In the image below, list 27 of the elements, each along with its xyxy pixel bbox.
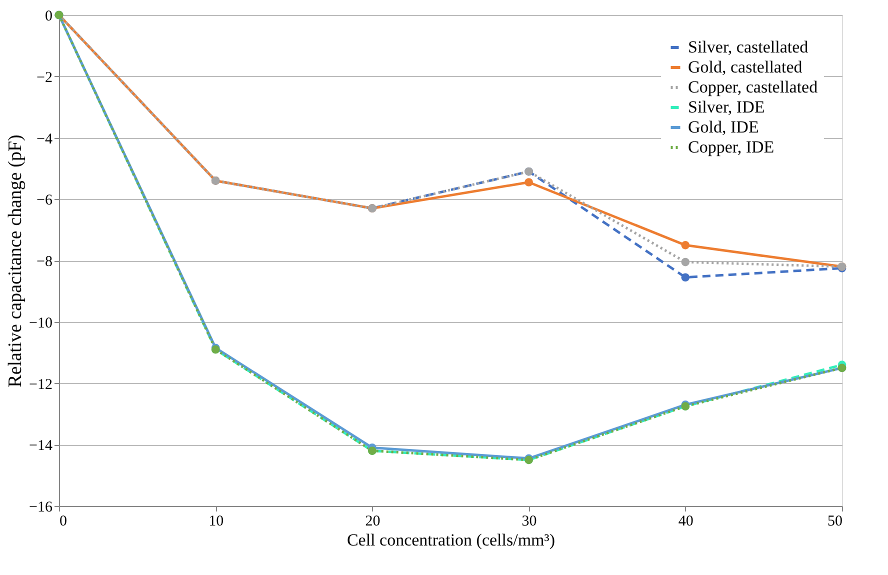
legend-label: Copper, castellated: [688, 78, 818, 96]
x-tick-label: 40: [678, 514, 694, 530]
point: [681, 258, 690, 266]
y-tick-label: −14: [29, 438, 53, 454]
y-tick-label: −6: [36, 192, 53, 209]
y-tick-label: −8: [36, 254, 52, 270]
x-tick-label: 50: [828, 514, 842, 530]
x-tick-label: 10: [208, 514, 224, 530]
x-tick-label: 20: [365, 514, 380, 530]
legend-label: Gold, castellated: [688, 58, 803, 76]
x-axis-title: Cell concentration (cells/mm³): [346, 530, 556, 550]
x-tick-label: 0: [60, 514, 67, 530]
y-tick-label: −10: [29, 315, 52, 332]
y-tick-label: 0: [45, 8, 52, 24]
legend-label: Gold, IDE: [688, 118, 759, 136]
point: [681, 273, 690, 282]
y-tick-label: −2: [36, 70, 52, 86]
legend-label: Copper, IDE: [688, 138, 774, 156]
x-tick-label: 30: [522, 514, 537, 530]
y-axis-title: Relative capacitance change (pF): [5, 134, 26, 388]
legend-label: Silver, castellated: [688, 38, 809, 56]
point: [681, 240, 690, 250]
y-tick-label: −16: [29, 500, 53, 516]
point: [524, 178, 533, 186]
legend-label: Silver, IDE: [688, 98, 765, 116]
y-tick-label: −4: [36, 131, 53, 148]
y-tick-label: −12: [29, 376, 52, 393]
